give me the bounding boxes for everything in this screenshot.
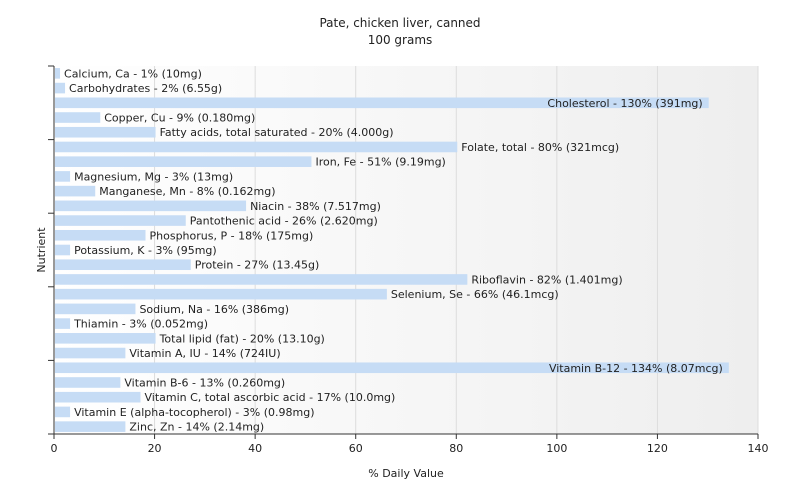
bar-label: Iron, Fe - 51% (9.19mg)	[315, 156, 445, 169]
bar	[55, 68, 61, 79]
bar	[55, 333, 156, 344]
bar	[55, 377, 121, 388]
bar-label: Protein - 27% (13.45g)	[195, 259, 320, 272]
x-tick-label: 100	[546, 442, 567, 455]
bar	[55, 156, 312, 167]
bar-label: Potassium, K - 3% (95mg)	[74, 244, 217, 257]
x-tick-label: 60	[349, 442, 363, 455]
bar-label: Calcium, Ca - 1% (10mg)	[64, 67, 202, 80]
bar	[55, 318, 71, 329]
bar	[55, 347, 126, 359]
bars-group: Calcium, Ca - 1% (10mg) Carbohydrates - 2…	[55, 67, 729, 434]
bar-label: Pantothenic acid - 26% (2.620mg)	[190, 215, 378, 228]
bar-label: Riboflavin - 82% (1.401mg)	[471, 273, 622, 286]
x-tick-label: 40	[248, 442, 262, 455]
bar-label: Vitamin B-12 - 134% (8.07mcg)	[549, 362, 723, 375]
bar	[55, 406, 71, 418]
bar	[55, 362, 729, 374]
x-tick-label: 120	[647, 442, 668, 455]
bar	[55, 288, 387, 300]
bar-label: Cholesterol - 130% (391mg)	[547, 97, 702, 110]
bar-label: Thiamin - 3% (0.052mg)	[73, 318, 208, 331]
x-tick-label: 80	[449, 442, 463, 455]
bar-label: Folate, total - 80% (321mcg)	[461, 141, 619, 154]
bar-label: Carbohydrates - 2% (6.55g)	[69, 82, 222, 95]
bar	[55, 391, 141, 403]
y-axis-label: Nutrient	[35, 227, 48, 273]
bar-label: Niacin - 38% (7.517mg)	[250, 200, 381, 213]
bar	[55, 244, 71, 256]
bar-label: Vitamin E (alpha-tocopherol) - 3% (0.98m…	[74, 406, 314, 419]
x-tick-label: 0	[51, 442, 58, 455]
bar-label: Total lipid (fat) - 20% (13.10g)	[159, 332, 325, 345]
bar-label: Vitamin C, total ascorbic acid - 17% (10…	[144, 391, 395, 404]
bar-label: Magnesium, Mg - 3% (13mg)	[74, 170, 233, 183]
chart-subtitle: 100 grams	[368, 33, 433, 47]
bar-label: Fatty acids, total saturated - 20% (4.00…	[160, 126, 394, 139]
bar	[55, 126, 156, 138]
bar	[55, 303, 136, 315]
bar	[55, 421, 126, 432]
bar-label: Copper, Cu - 9% (0.180mg)	[104, 112, 255, 125]
x-tick-label: 20	[148, 442, 162, 455]
axes: 0 20 40 60 80 100 120 140	[48, 65, 769, 455]
bar	[55, 82, 66, 94]
bar	[55, 274, 468, 285]
bar-label: Vitamin A, IU - 14% (724IU)	[129, 347, 280, 360]
bar	[55, 200, 247, 212]
bar	[55, 171, 71, 182]
bar	[55, 215, 186, 226]
bar	[55, 229, 146, 241]
bar-label: Phosphorus, P - 18% (175mg)	[150, 229, 314, 242]
bar	[55, 112, 101, 123]
x-tick-label: 140	[748, 442, 769, 455]
bar-label: Manganese, Mn - 8% (0.162mg)	[99, 185, 275, 198]
bar	[55, 185, 96, 197]
bar-label: Sodium, Na - 16% (386mg)	[139, 303, 289, 316]
bar	[55, 259, 191, 271]
bar-label: Selenium, Se - 66% (46.1mcg)	[391, 288, 559, 301]
bar	[55, 141, 458, 153]
x-axis-label: % Daily Value	[368, 467, 444, 480]
chart-title: Pate, chicken liver, canned	[319, 16, 480, 30]
bar-label: Vitamin B-6 - 13% (0.260mg)	[124, 376, 285, 389]
bar	[55, 97, 709, 109]
bar-label: Zinc, Zn - 14% (2.14mg)	[129, 421, 264, 434]
